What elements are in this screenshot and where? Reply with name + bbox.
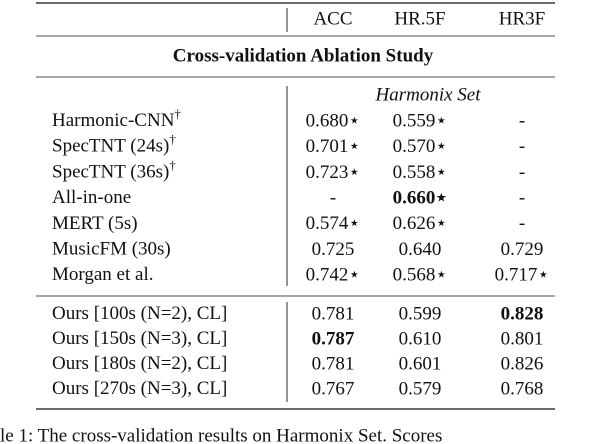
cell: 0.828 [501,303,544,324]
row-label: All-in-one [52,187,131,208]
row-label: MusicFM (30s) [52,239,171,260]
row-label: SpecTNT (24s)† [52,132,176,157]
section-title: Cross-validation Ablation Study [173,45,434,66]
cell: 0.660⋆ [393,187,448,208]
cell: - [519,213,525,234]
cell: - [519,110,525,131]
column-header: HR3F [499,8,545,29]
cell: 0.742⋆ [306,265,361,286]
column-header: ACC [313,8,352,29]
row-label: Morgan et al. [52,265,154,286]
dataset-label: Harmonix Set [374,84,481,105]
label-superscript: † [169,132,176,147]
label-text: MERT (5s) [52,213,138,234]
row-label: SpecTNT (36s)† [52,157,176,182]
cell: 0.725 [312,239,355,260]
cell: 0.826 [501,353,544,374]
cell: 0.723⋆ [306,162,361,183]
cell: 0.701⋆ [306,136,361,157]
label-text: Ours [180s (N=2), CL] [52,353,227,374]
cell: 0.574⋆ [306,213,361,234]
row-label: Ours [100s (N=2), CL] [52,303,227,324]
cell: 0.717⋆ [495,265,550,286]
cell: 0.640 [399,239,442,260]
cell: 0.781 [312,353,355,374]
label-text: Ours [150s (N=3), CL] [52,328,227,349]
label-superscript: † [169,157,176,172]
label-text: Ours [270s (N=3), CL] [52,378,227,399]
cell: 0.680⋆ [306,110,361,131]
cell: 0.568⋆ [393,265,448,286]
cell: 0.626⋆ [393,213,448,234]
cell: 0.579 [399,378,442,399]
row-label: Ours [180s (N=2), CL] [52,353,227,374]
column-header: HR.5F [394,8,445,29]
cell: 0.558⋆ [393,162,448,183]
cell: 0.570⋆ [393,136,448,157]
cell: - [519,162,525,183]
cell: 0.601 [399,353,442,374]
label-text: Morgan et al. [52,265,154,286]
label-text: SpecTNT (24s) [52,136,169,157]
row-label: Harmonic-CNN† [52,106,181,131]
cell: 0.610 [399,328,442,349]
cell: 0.781 [312,303,355,324]
cell: - [519,136,525,157]
cell: 0.768 [501,378,544,399]
label-text: Ours [100s (N=2), CL] [52,303,227,324]
cell: 0.767 [312,378,355,399]
row-label: MERT (5s) [52,213,138,234]
caption: le 1: The cross-validation results on Ha… [0,425,442,444]
label-text: MusicFM (30s) [52,239,171,260]
cell: 0.729 [501,239,544,260]
row-label: Ours [150s (N=3), CL] [52,328,227,349]
label-text: Harmonic-CNN [52,110,175,131]
cell: - [519,187,525,208]
label-text: All-in-one [52,187,131,208]
cell: - [330,187,336,208]
cell: 0.801 [501,328,544,349]
row-label: Ours [270s (N=3), CL] [52,378,227,399]
label-superscript: † [174,106,181,121]
cell: 0.787 [312,328,355,349]
cell: 0.559⋆ [393,110,448,131]
label-text: SpecTNT (36s) [52,162,169,183]
cell: 0.599 [399,303,442,324]
